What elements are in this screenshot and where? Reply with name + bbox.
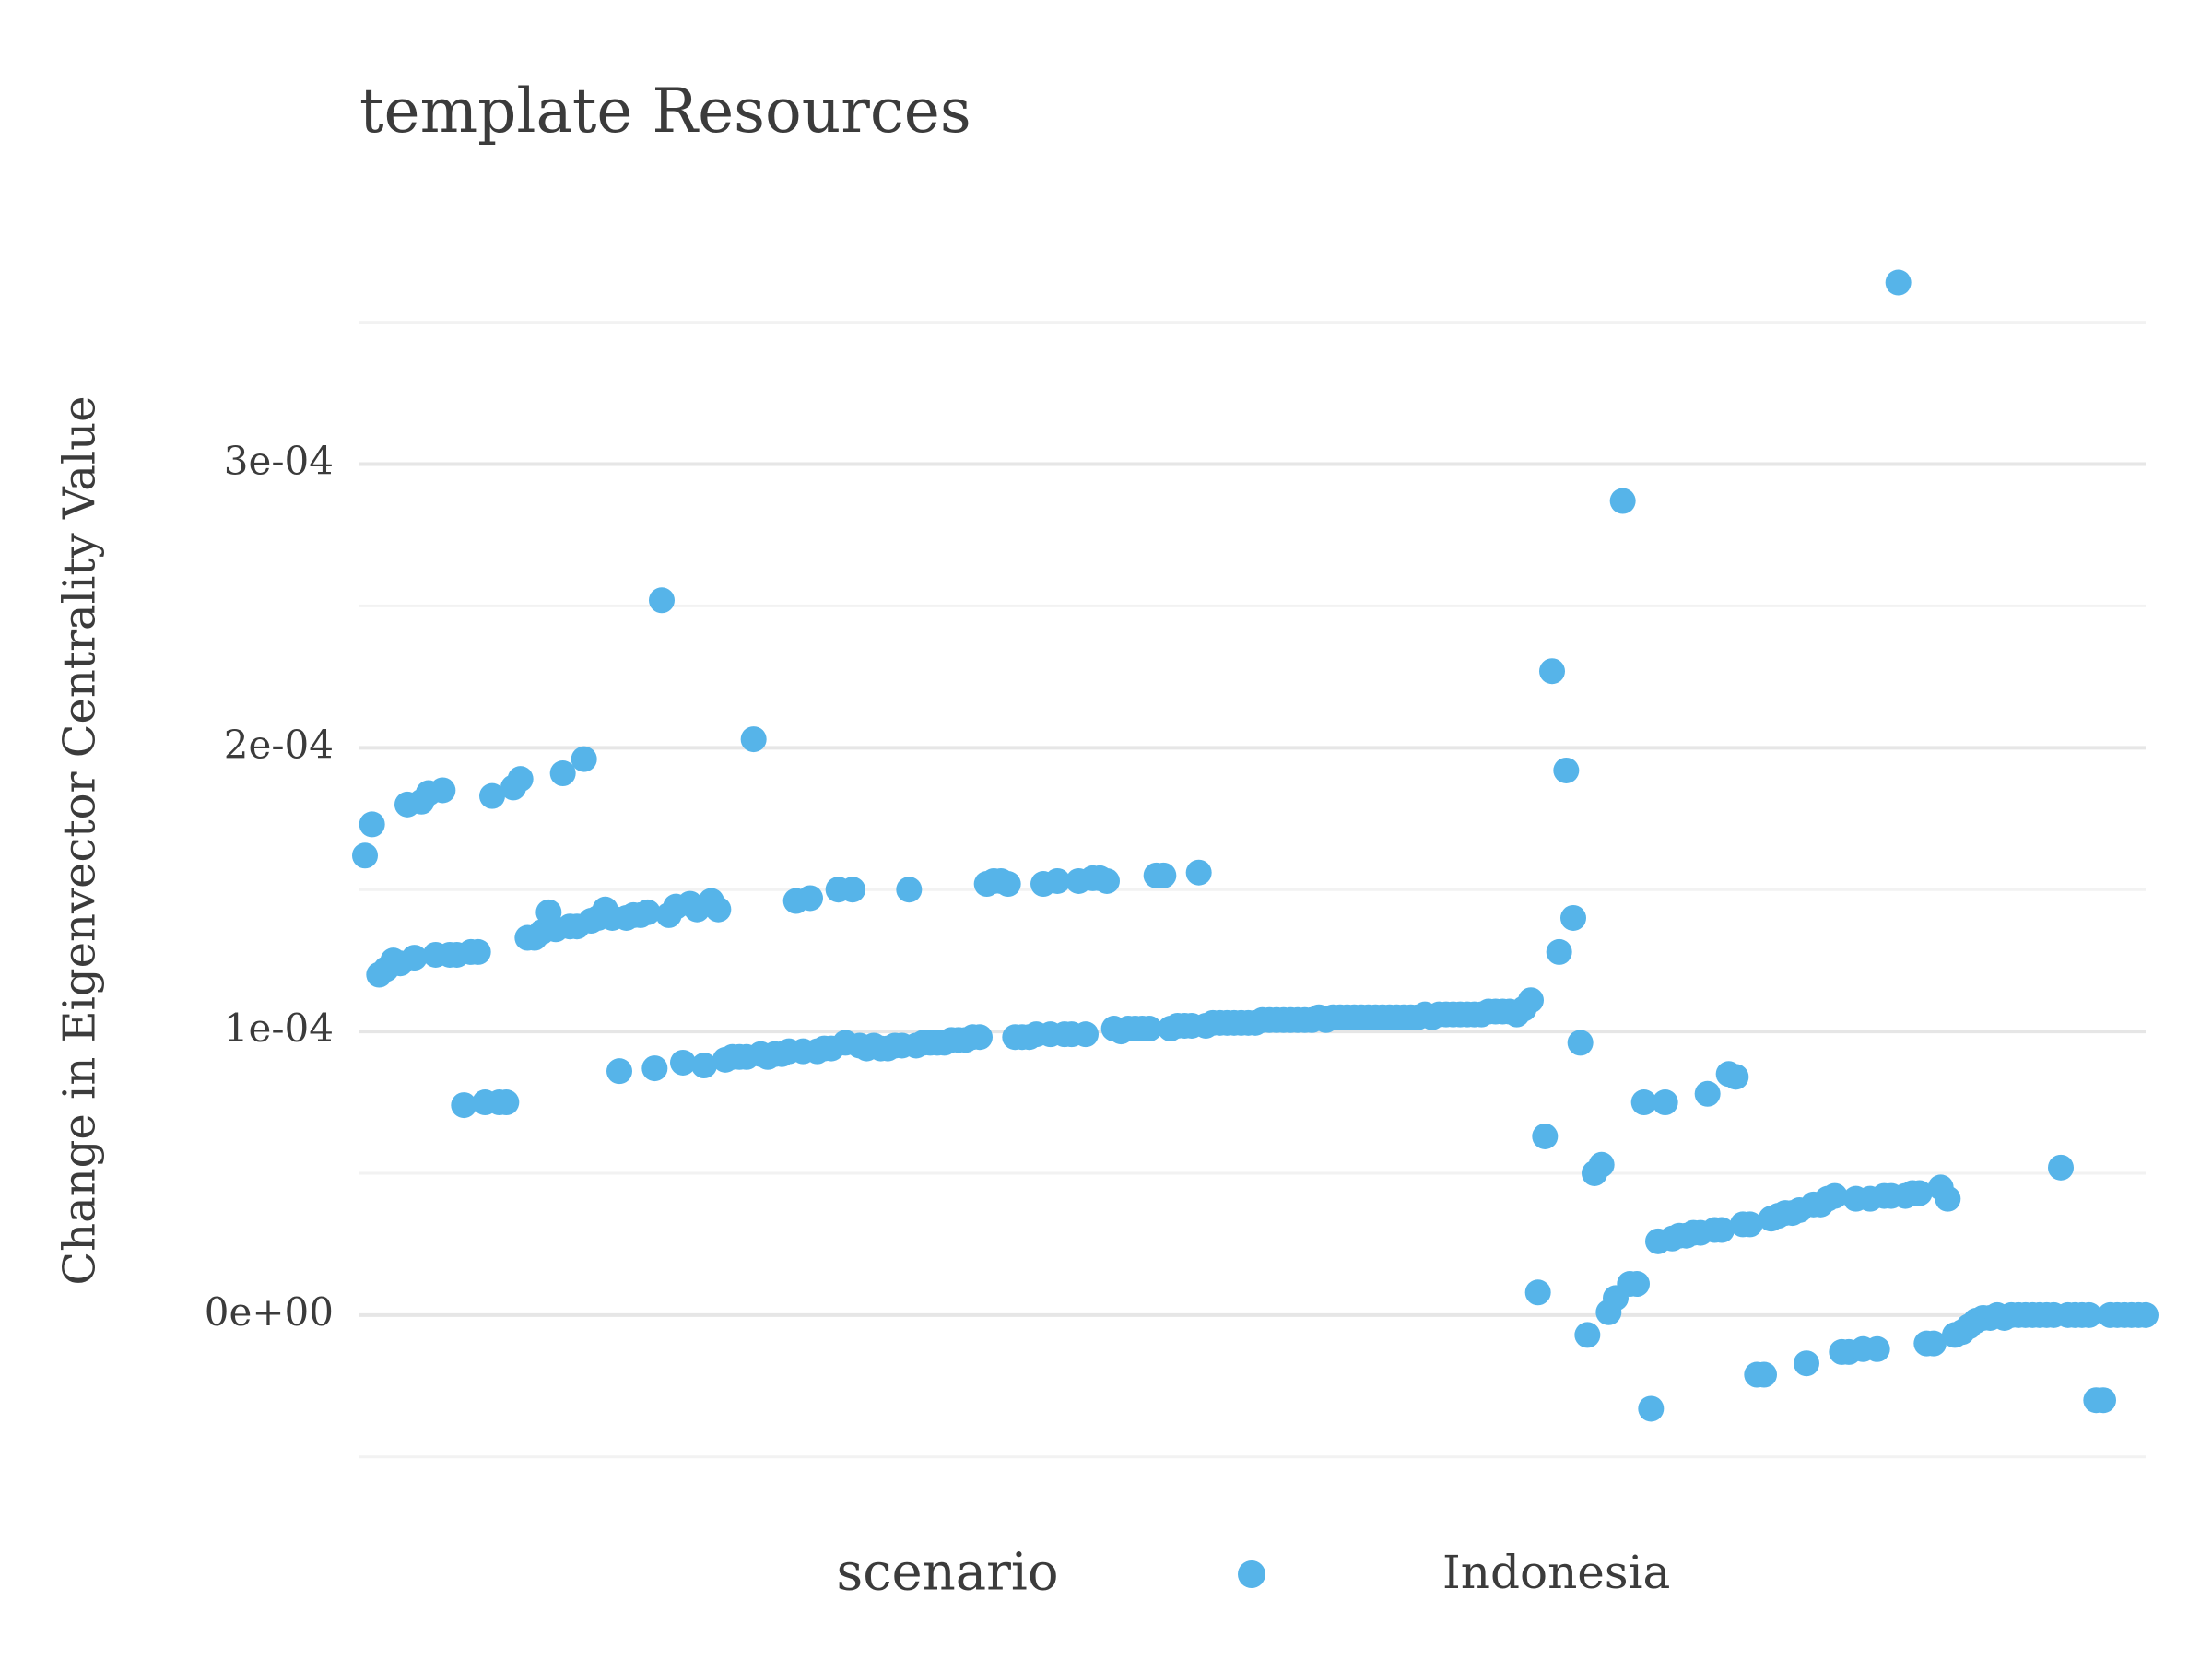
point <box>1751 1361 1777 1388</box>
point <box>1574 1322 1601 1348</box>
point <box>740 726 767 753</box>
point <box>797 885 823 912</box>
point <box>1539 658 1565 685</box>
point <box>429 777 456 804</box>
point <box>1906 1180 1933 1206</box>
point <box>1094 867 1120 894</box>
point <box>1150 862 1177 888</box>
point <box>451 1092 477 1119</box>
point <box>1185 859 1212 886</box>
point <box>507 766 534 793</box>
point <box>1694 1080 1721 1107</box>
point <box>479 782 505 809</box>
point <box>1532 1123 1559 1149</box>
y-axis-label: Change in Eigenvector Centrality Value <box>54 395 106 1285</box>
legend-marker <box>1238 1560 1265 1588</box>
point <box>1553 757 1580 783</box>
point <box>549 760 576 787</box>
point <box>401 945 428 971</box>
point <box>1921 1330 1947 1357</box>
point <box>1044 867 1071 894</box>
point <box>967 1024 993 1051</box>
point <box>571 746 597 772</box>
point <box>1630 1089 1657 1116</box>
y-tick-label: 1e-04 <box>224 1006 334 1051</box>
point <box>606 1058 632 1085</box>
point <box>465 938 491 965</box>
point <box>896 877 923 903</box>
point <box>1609 488 1636 514</box>
point <box>1638 1395 1665 1422</box>
point <box>1073 1021 1099 1048</box>
point <box>493 1089 520 1116</box>
legend-label: Indonesia <box>1442 1546 1670 1599</box>
point <box>634 899 661 925</box>
point <box>352 842 378 869</box>
point <box>1518 987 1544 1014</box>
point <box>691 1053 717 1079</box>
point <box>1567 1030 1594 1056</box>
y-tick-label: 2e-04 <box>224 722 334 767</box>
point <box>1624 1271 1650 1298</box>
point <box>2090 1387 2116 1414</box>
point <box>994 871 1021 898</box>
point <box>1821 1182 1848 1209</box>
point <box>649 587 675 614</box>
point <box>840 877 865 903</box>
point <box>2048 1154 2074 1181</box>
point <box>1864 1335 1890 1362</box>
point <box>359 811 385 838</box>
point <box>1546 938 1572 965</box>
point <box>641 1055 668 1082</box>
point <box>1524 1279 1551 1306</box>
legend-title: scenario <box>836 1543 1058 1603</box>
point <box>1723 1064 1749 1090</box>
point <box>1935 1185 1961 1212</box>
point <box>1885 269 1912 296</box>
point <box>2076 1301 2102 1328</box>
y-tick-label: 3e-04 <box>224 439 334 484</box>
point <box>670 1049 696 1076</box>
point <box>705 896 732 923</box>
chart-title: template Resources <box>359 76 971 147</box>
point <box>1136 1016 1162 1042</box>
point <box>1652 1089 1678 1116</box>
point <box>1588 1151 1615 1178</box>
point <box>1736 1211 1763 1238</box>
point <box>1560 904 1586 931</box>
point <box>1794 1350 1819 1377</box>
point <box>2133 1301 2159 1328</box>
point <box>1709 1217 1735 1243</box>
y-tick-label: 0e+00 <box>205 1289 334 1335</box>
